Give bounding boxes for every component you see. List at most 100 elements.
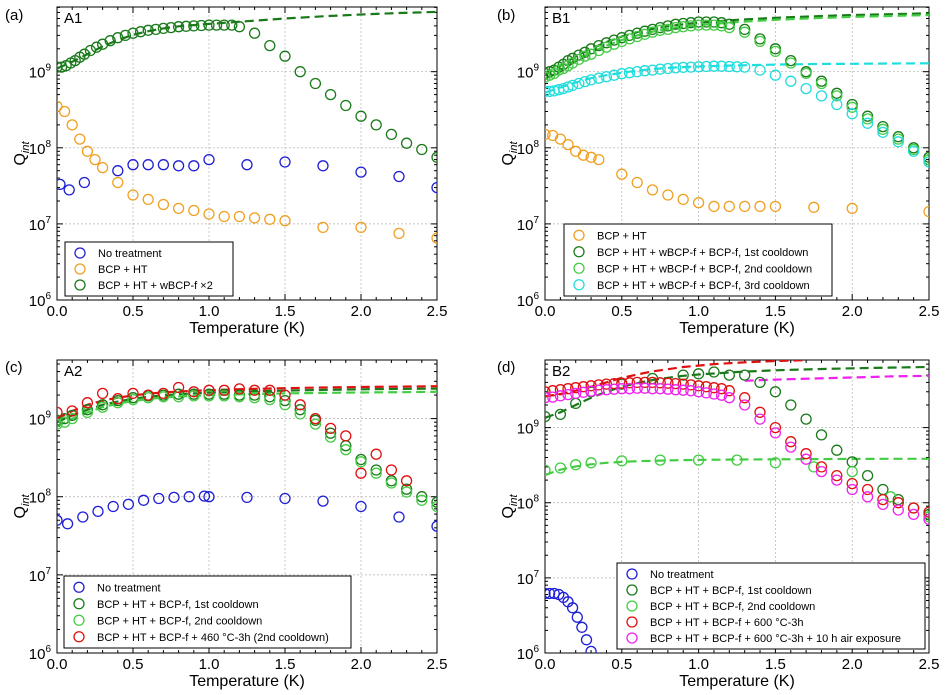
data-point xyxy=(631,30,643,43)
data-point xyxy=(188,20,200,32)
legend-marker xyxy=(626,600,638,612)
data-point xyxy=(616,383,628,395)
data-point xyxy=(677,21,689,33)
data-point xyxy=(119,29,132,42)
legend-marker xyxy=(74,247,86,259)
x-tick-label: 1.0 xyxy=(688,656,709,673)
data-point xyxy=(157,387,170,400)
panel-label: (a) xyxy=(5,7,23,24)
data-point xyxy=(739,23,751,36)
series-3 xyxy=(57,19,437,163)
legend-label: BCP + HT + BCP-f + 460 °C-3h (2nd cooldo… xyxy=(97,632,329,644)
x-tick-label: 1.5 xyxy=(275,656,296,673)
data-point xyxy=(416,494,428,506)
y-tick-exponent: 7 xyxy=(45,566,51,577)
data-point xyxy=(700,16,712,28)
data-point xyxy=(180,20,192,32)
data-point xyxy=(754,406,766,418)
data-point xyxy=(861,117,874,129)
data-point xyxy=(393,227,405,240)
data-point xyxy=(264,384,276,396)
data-point xyxy=(248,27,261,39)
data-point xyxy=(112,393,124,405)
data-point xyxy=(593,72,605,84)
y-tick-label: 107 xyxy=(29,566,52,585)
y-tick-label: 108 xyxy=(517,494,540,513)
x-tick-label: 1.0 xyxy=(688,303,709,320)
data-point xyxy=(907,502,920,514)
fit-line-3 xyxy=(545,62,929,94)
y-tick-exponent: 9 xyxy=(45,63,51,74)
data-point xyxy=(57,514,63,526)
data-point xyxy=(416,143,428,156)
data-point xyxy=(96,387,109,400)
data-point xyxy=(846,108,858,120)
data-point xyxy=(545,85,551,98)
data-point xyxy=(309,77,322,90)
data-point xyxy=(203,19,215,31)
series-4 xyxy=(57,381,413,487)
data-point xyxy=(545,464,551,476)
data-point xyxy=(639,28,651,40)
data-point xyxy=(646,184,659,196)
x-tick-label: 0.5 xyxy=(123,656,144,673)
data-point xyxy=(77,511,89,523)
data-point xyxy=(577,149,590,161)
data-point xyxy=(623,377,636,389)
data-point xyxy=(431,520,437,532)
data-point xyxy=(669,21,682,34)
data-point xyxy=(785,54,797,67)
series-3 xyxy=(545,19,929,166)
data-point xyxy=(723,21,735,34)
data-point xyxy=(739,26,751,38)
data-point xyxy=(685,61,697,73)
x-axis-label: Temperature (K) xyxy=(189,673,305,690)
data-point xyxy=(127,387,139,400)
data-point xyxy=(669,18,682,30)
panel-label: (d) xyxy=(497,359,515,376)
data-point xyxy=(616,32,628,44)
data-point xyxy=(150,23,162,36)
data-point xyxy=(324,427,337,439)
plot-area xyxy=(545,360,929,653)
data-point xyxy=(769,69,782,81)
legend-label: BCP + HT xyxy=(597,230,647,242)
data-point xyxy=(600,37,613,49)
data-point xyxy=(700,387,712,399)
y-tick-exponent: 7 xyxy=(45,215,51,226)
series-1 xyxy=(545,587,597,653)
data-point xyxy=(769,457,782,469)
data-point xyxy=(739,200,751,213)
x-tick-label: 2.0 xyxy=(842,656,863,673)
data-point xyxy=(226,19,238,31)
data-point xyxy=(355,467,367,479)
legend-marker xyxy=(573,279,585,291)
data-point xyxy=(923,156,929,168)
data-point xyxy=(81,145,94,157)
data-point xyxy=(264,393,276,406)
data-point xyxy=(340,99,352,112)
data-point xyxy=(188,160,200,172)
data-point xyxy=(831,98,843,111)
data-point xyxy=(127,27,139,39)
data-point xyxy=(677,384,689,396)
data-point xyxy=(593,153,605,166)
data-point xyxy=(846,477,858,490)
data-point xyxy=(815,465,828,478)
x-tick-label: 2.0 xyxy=(351,656,372,673)
y-tick-label: 109 xyxy=(517,63,540,82)
data-point xyxy=(573,77,585,90)
data-point xyxy=(646,376,659,389)
data-point xyxy=(579,75,591,88)
data-point xyxy=(585,645,597,653)
data-point xyxy=(92,505,104,518)
y-tick-exponent: 8 xyxy=(45,488,51,499)
data-point xyxy=(57,61,68,73)
data-point xyxy=(654,383,666,395)
plot-area xyxy=(57,381,437,532)
data-point xyxy=(815,77,828,90)
data-point xyxy=(846,98,858,111)
y-tick-label: 109 xyxy=(29,63,52,82)
data-point xyxy=(715,389,728,401)
